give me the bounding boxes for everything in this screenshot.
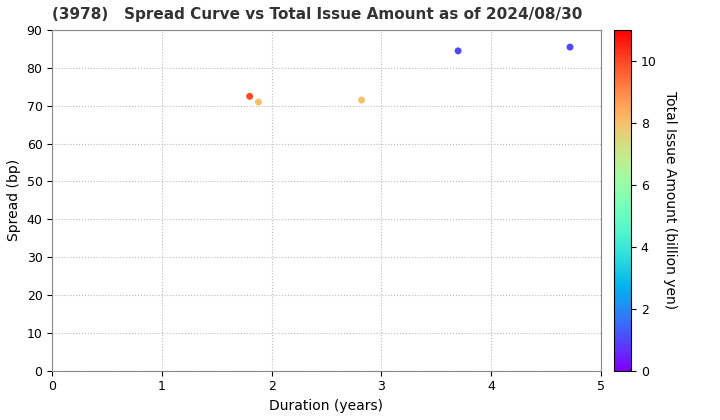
Point — [244, 93, 256, 100]
X-axis label: Duration (years): Duration (years) — [269, 399, 384, 413]
Text: (3978)   Spread Curve vs Total Issue Amount as of 2024/08/30: (3978) Spread Curve vs Total Issue Amoun… — [53, 7, 582, 22]
Y-axis label: Total Issue Amount (billion yen): Total Issue Amount (billion yen) — [663, 92, 678, 310]
Point — [564, 44, 576, 50]
Y-axis label: Spread (bp): Spread (bp) — [7, 159, 21, 242]
Point — [452, 47, 464, 54]
Point — [356, 97, 367, 103]
Point — [253, 99, 264, 105]
